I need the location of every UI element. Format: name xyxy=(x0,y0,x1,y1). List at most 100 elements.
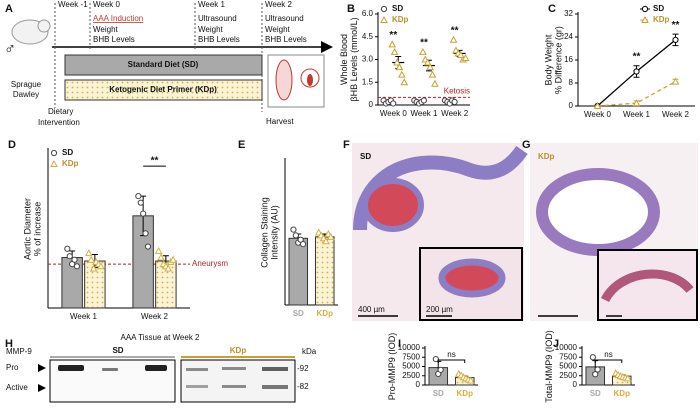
y-tick-label: 7500 xyxy=(559,352,577,361)
data-point xyxy=(169,255,177,263)
diet-label: Standard Diet (SD) xyxy=(128,60,199,69)
data-point xyxy=(97,262,105,270)
y-axis-label: % of increase xyxy=(32,202,42,257)
panel-a: A ♂ Sprague Dawley Week -1 Week 0 Week 1… xyxy=(4,0,333,127)
aorta-ring xyxy=(536,168,660,256)
data-point xyxy=(397,70,406,78)
data-point xyxy=(461,53,470,61)
y-tick-label: 10000 xyxy=(398,343,421,352)
inset-lumen xyxy=(438,258,506,298)
week-label: Week 2 xyxy=(265,0,293,9)
x-tick-label: KDp xyxy=(457,389,474,398)
group-label: KDp xyxy=(230,346,247,355)
event-label: Weight xyxy=(93,25,119,34)
y-axis-label: Pro-MMP9 (IOD) xyxy=(387,333,397,401)
y-tick-label: 2500 xyxy=(559,371,577,380)
data-point xyxy=(157,253,165,261)
data-point xyxy=(390,100,397,107)
week-label: Week -1 xyxy=(58,0,88,9)
animal-label: Sprague xyxy=(11,80,42,89)
band-arrow xyxy=(38,384,46,392)
band-label: Active xyxy=(6,383,28,392)
data-point xyxy=(142,230,149,237)
significance-label: ** xyxy=(451,25,459,36)
event-label: AAA Induction xyxy=(93,14,143,23)
data-point xyxy=(87,255,96,263)
panel-letter: G xyxy=(522,139,531,151)
start-label: Dietary xyxy=(48,107,73,116)
band-label: Pro xyxy=(6,363,19,372)
data-point xyxy=(154,246,163,254)
data-point xyxy=(390,47,399,55)
week-lines xyxy=(54,3,263,112)
blot-title: AAA Tissue at Week 2 xyxy=(120,333,200,342)
data-point xyxy=(623,374,632,382)
event-label: Weight xyxy=(265,25,291,34)
y-tick-label: 3.0 xyxy=(362,55,374,64)
x-tick-label: KDp xyxy=(614,389,631,398)
significance-label: ** xyxy=(420,38,428,49)
x-tick-label: Week 2 xyxy=(441,109,469,118)
data-point xyxy=(64,245,71,252)
group-label: SD xyxy=(112,346,123,355)
y-tick-label: 2500 xyxy=(402,371,420,380)
line-point xyxy=(672,36,679,43)
line-point xyxy=(593,101,602,109)
sex-symbol: ♂ xyxy=(4,41,16,58)
legend-label: SD xyxy=(653,4,664,13)
marker-label: -92 xyxy=(297,364,309,373)
significance-label: ** xyxy=(389,30,397,41)
data-point xyxy=(326,232,335,240)
data-point xyxy=(428,70,437,78)
end-label: Harvest xyxy=(266,117,294,126)
data-point xyxy=(592,371,599,378)
panel-f: F SD 400 µm 200 µm xyxy=(343,139,528,321)
y-axis-label: Whole Blood xyxy=(339,34,349,85)
marker-label: -82 xyxy=(297,382,309,391)
data-point xyxy=(73,263,81,270)
panel-letter: C xyxy=(548,3,556,15)
y-axis-label: % Difference (gr) xyxy=(553,26,563,94)
data-point xyxy=(322,237,330,245)
blot-target: MMP-9 xyxy=(6,347,32,356)
data-point xyxy=(400,78,409,86)
aorta-icon xyxy=(275,59,293,101)
bands xyxy=(58,365,288,389)
line-point xyxy=(671,77,680,85)
data-point xyxy=(589,354,596,361)
legend-label: KDp xyxy=(392,15,409,24)
panel-h: H AAA Tissue at Week 2 MMP-9 SD KDp kDa … xyxy=(5,333,317,403)
x-tick-label: SD xyxy=(433,389,444,398)
legend-label: SD xyxy=(392,4,403,13)
y-tick-label: 1.5 xyxy=(362,77,374,86)
y-tick-label: 5000 xyxy=(402,362,420,371)
significance-label: ** xyxy=(151,156,159,167)
y-tick-label: 5000 xyxy=(559,362,577,371)
week-label: Week 0 xyxy=(93,0,121,9)
start-label: Intervention xyxy=(38,118,80,127)
significance-bracket xyxy=(437,359,466,363)
data-point xyxy=(449,35,458,43)
y-tick-label: 6.0 xyxy=(362,9,374,18)
data-point xyxy=(419,47,427,55)
x-tick-label: SD xyxy=(590,389,601,398)
event-label: BHB Levels xyxy=(198,35,240,44)
panel-g: G KDp xyxy=(522,139,698,321)
significance-label: ns xyxy=(604,350,612,359)
significance-label: ** xyxy=(672,20,680,31)
data-point xyxy=(164,264,173,272)
lumen xyxy=(362,178,424,232)
x-tick-label: Week 2 xyxy=(662,110,690,119)
diet-label: Ketogenic Diet Primer (KDp) xyxy=(109,85,217,94)
y-axis-label: Intensity (AU) xyxy=(269,205,279,260)
data-point xyxy=(388,40,397,48)
legend-marker xyxy=(641,5,649,13)
significance-label: ** xyxy=(633,51,641,62)
legend-marker xyxy=(380,15,388,23)
line-point xyxy=(633,68,640,75)
week-label: Week 1 xyxy=(198,0,226,9)
y-tick-label: 10000 xyxy=(555,343,578,352)
legend-label: SD xyxy=(62,148,73,157)
data-point xyxy=(89,264,98,272)
